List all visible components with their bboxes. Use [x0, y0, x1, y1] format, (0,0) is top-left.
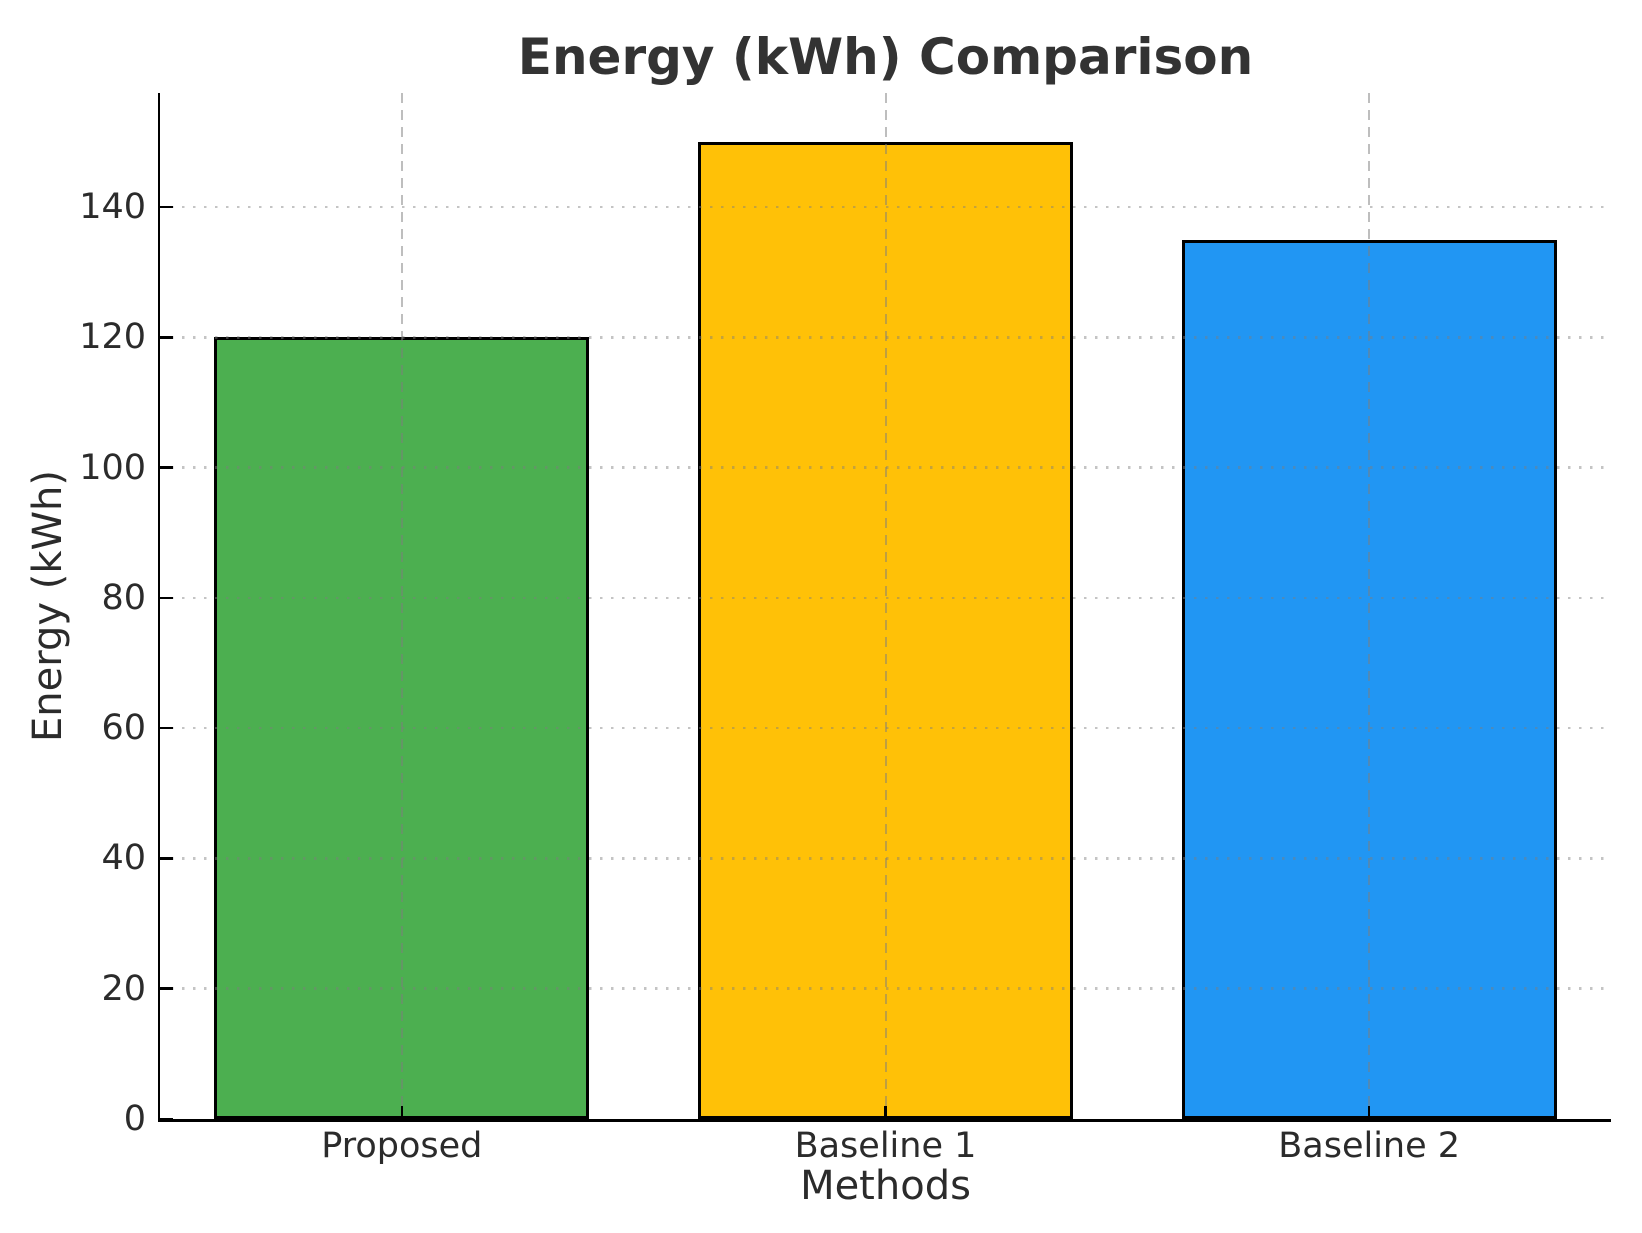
y-tick-100 — [160, 466, 173, 469]
y-tick-40 — [160, 857, 173, 860]
gridline-x-proposed — [400, 93, 403, 1119]
x-tick-label-proposed: Proposed — [321, 1126, 483, 1166]
gridline-y-140 — [160, 205, 1611, 209]
gridline-x-baseline-1 — [884, 93, 887, 1119]
x-axis-line — [157, 1119, 1611, 1122]
y-tick-label-80: 80 — [101, 577, 146, 618]
y-tick-label-20: 20 — [101, 968, 146, 1009]
y-tick-label-40: 40 — [101, 838, 146, 879]
y-tick-60 — [160, 726, 173, 730]
x-axis-label: Methods — [800, 1163, 971, 1209]
x-tick-proposed — [400, 1106, 404, 1119]
chart-title: Energy (kWh) Comparison — [517, 28, 1254, 86]
y-tick-120 — [160, 336, 173, 339]
gridline-y-100 — [160, 466, 1611, 469]
x-tick-label-baseline-1: Baseline 1 — [794, 1126, 977, 1166]
x-tick-baseline-2 — [1367, 1106, 1371, 1119]
x-tick-label-baseline-2: Baseline 2 — [1278, 1126, 1461, 1166]
gridline-y-20 — [160, 987, 1611, 990]
gridline-y-60 — [160, 726, 1611, 730]
gridline-y-80 — [160, 596, 1611, 600]
y-tick-label-140: 140 — [79, 187, 146, 227]
gridline-y-40 — [160, 857, 1611, 860]
plot-area — [160, 93, 1611, 1121]
y-tick-140 — [160, 205, 173, 209]
y-tick-label-120: 120 — [79, 317, 146, 358]
y-tick-label-100: 100 — [79, 447, 146, 488]
y-axis-line — [157, 93, 160, 1122]
gridline-y-120 — [160, 336, 1611, 339]
y-tick-80 — [160, 596, 173, 600]
gridline-x-baseline-2 — [1368, 93, 1371, 1119]
y-tick-label-0: 0 — [123, 1099, 146, 1139]
y-tick-label-60: 60 — [101, 708, 146, 749]
y-tick-20 — [160, 987, 173, 990]
x-tick-baseline-1 — [884, 1106, 887, 1119]
